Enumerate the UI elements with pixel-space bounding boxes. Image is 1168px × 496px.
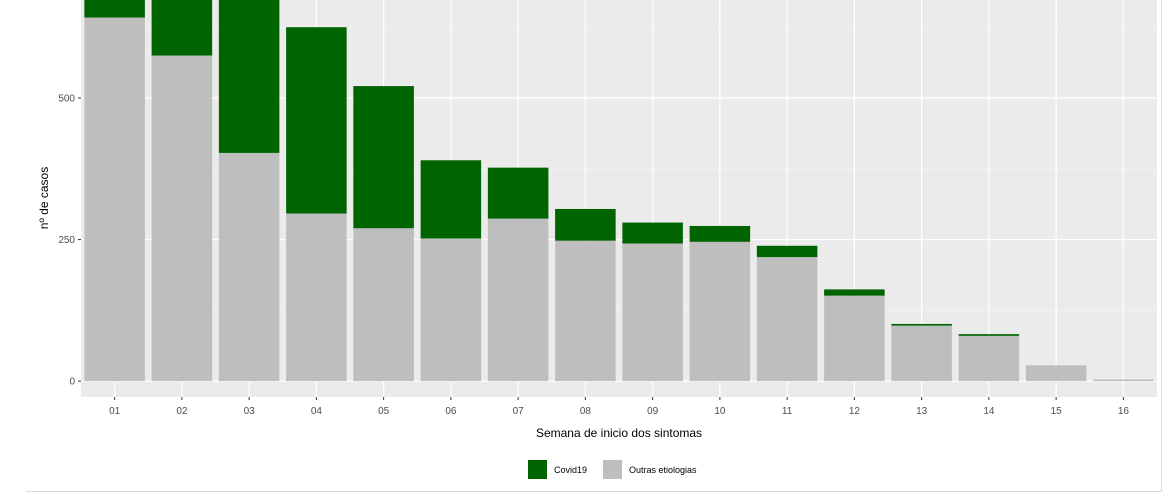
- bar-covid19-01: [84, 0, 145, 18]
- bar-outras-etiologias-16: [1093, 379, 1154, 382]
- bar-covid19-08: [555, 208, 616, 241]
- x-axis-title: Semana de inicio dos sintomas: [536, 426, 702, 440]
- x-tick-label: 11: [782, 406, 793, 417]
- y-axis-title: nº de casos: [37, 167, 51, 229]
- bars: [84, 0, 1154, 382]
- x-tick-label: 02: [176, 406, 188, 417]
- legend-label-covid19: Covid19: [554, 465, 587, 475]
- bar-outras-etiologias-05: [353, 228, 414, 382]
- bar-covid19-02: [151, 0, 213, 56]
- bar-covid19-04: [286, 27, 347, 214]
- bar-outras-etiologias-13: [891, 325, 952, 382]
- bar-covid19-10: [689, 225, 751, 242]
- x-tick-label: 13: [916, 406, 928, 417]
- bar-covid19-07: [487, 167, 549, 219]
- y-tick-label: 250: [58, 235, 75, 246]
- bar-covid19-12: [824, 289, 885, 296]
- x-tick-label: 06: [445, 406, 457, 417]
- x-tick-label: 01: [109, 406, 121, 417]
- bar-outras-etiologias-04: [286, 213, 347, 382]
- bar-outras-etiologias-15: [1025, 365, 1087, 382]
- x-tick-label: 07: [513, 406, 525, 417]
- x-tick-label: 10: [714, 406, 726, 417]
- x-tick-label: 16: [1118, 406, 1130, 417]
- legend: Covid19 Outras etiologias: [528, 460, 697, 479]
- bar-covid19-05: [353, 86, 414, 229]
- y-axis: 0 250 500: [58, 93, 81, 388]
- x-tick-label: 14: [983, 406, 995, 417]
- bar-outras-etiologias-06: [420, 238, 482, 382]
- bar-outras-etiologias-10: [689, 241, 751, 382]
- x-tick-label: 03: [244, 406, 256, 417]
- x-tick-label: 05: [378, 406, 390, 417]
- bar-outras-etiologias-02: [151, 55, 213, 382]
- bar-covid19-03: [218, 0, 280, 153]
- x-tick-label: 15: [1051, 406, 1063, 417]
- chart-frame: [26, 0, 1162, 492]
- bar-outras-etiologias-03: [218, 152, 280, 382]
- bar-outras-etiologias-11: [756, 257, 818, 382]
- x-tick-label: 09: [647, 406, 659, 417]
- bar-outras-etiologias-08: [555, 240, 616, 382]
- x-axis: 01 02 03 04 05 06 07 08 09 10 11 12 13 14 15 16: [109, 397, 1129, 417]
- bar-covid19-13: [891, 323, 952, 326]
- y-tick-label: 500: [58, 93, 75, 104]
- bar-outras-etiologias-12: [824, 295, 885, 382]
- x-tick-label: 08: [580, 406, 592, 417]
- bar-covid19-11: [756, 245, 818, 258]
- bar-outras-etiologias-01: [84, 17, 145, 382]
- legend-key-outras-etiologias: [603, 460, 622, 479]
- bar-outras-etiologias-09: [622, 243, 683, 382]
- bar-covid19-14: [958, 334, 1020, 336]
- bar-covid19-06: [420, 160, 482, 239]
- bar-covid19-09: [622, 222, 683, 244]
- legend-key-covid19: [528, 460, 547, 479]
- legend-label-outras-etiologias: Outras etiologias: [629, 465, 697, 475]
- bar-outras-etiologias-14: [958, 335, 1020, 382]
- bar-outras-etiologias-07: [487, 218, 549, 382]
- y-tick-label: 0: [69, 377, 75, 388]
- x-tick-label: 04: [311, 406, 323, 417]
- x-tick-label: 12: [849, 406, 861, 417]
